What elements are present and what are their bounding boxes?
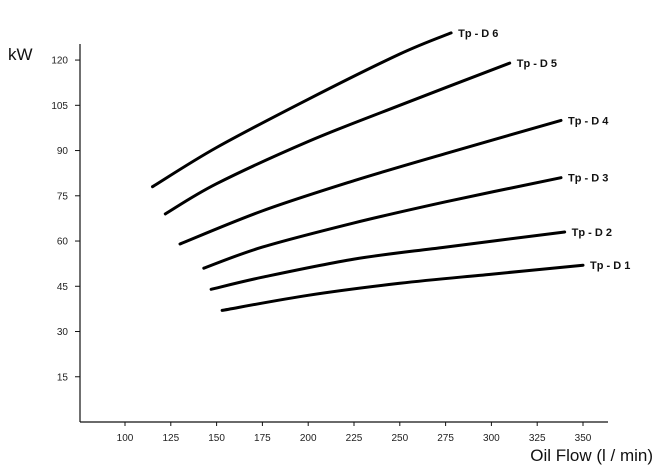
x-tick-label: 175: [254, 433, 271, 444]
x-tick-label: 125: [162, 433, 179, 444]
series-label-2: Tp - D 5: [517, 58, 557, 70]
y-tick-label: 120: [51, 56, 68, 67]
series-lines: [151, 31, 585, 312]
x-tick-label: 100: [117, 433, 134, 444]
y-axis-title: kW: [8, 45, 33, 64]
series-labels: Tp - D 6 Tp - D 5 Tp - D 4 Tp - D 3 Tp - D 2…: [458, 28, 630, 272]
x-tick-label: 325: [529, 433, 546, 444]
y-tick-label: 75: [57, 191, 69, 202]
series-line-2: [163, 61, 512, 216]
series-label-6: Tp - D 1: [590, 260, 630, 272]
y-tick-label: 30: [57, 327, 69, 338]
y-tick-label: 15: [57, 372, 69, 383]
series-line-5: [209, 230, 567, 291]
y-tick-label: 45: [57, 282, 69, 293]
series-line-3: [178, 118, 563, 246]
y-tick-label: 90: [57, 146, 69, 157]
series-label-3: Tp - D 4: [568, 115, 609, 127]
series-label-1: Tp - D 6: [458, 28, 498, 40]
series-line-6: [220, 263, 585, 312]
x-tick-label: 200: [300, 433, 317, 444]
x-tick-label: 300: [483, 433, 500, 444]
x-tick-label: 150: [208, 433, 225, 444]
axes: [79, 44, 608, 423]
series-label-5: Tp - D 2: [572, 227, 612, 239]
x-tick-label: 250: [391, 433, 408, 444]
series-label-4: Tp - D 3: [568, 173, 608, 185]
ticks: 100 125 150 175 200 225 250 275 300 325 350 15 30 45 6…: [51, 56, 591, 444]
y-tick-label: 105: [51, 101, 68, 112]
series-line-1: [151, 31, 453, 189]
x-tick-label: 275: [437, 433, 454, 444]
series-line-4: [202, 176, 563, 270]
x-tick-label: 225: [346, 433, 363, 444]
x-tick-label: 350: [575, 433, 592, 444]
x-axis-title: Oil Flow (l / min): [530, 446, 653, 465]
y-tick-label: 60: [57, 237, 69, 248]
